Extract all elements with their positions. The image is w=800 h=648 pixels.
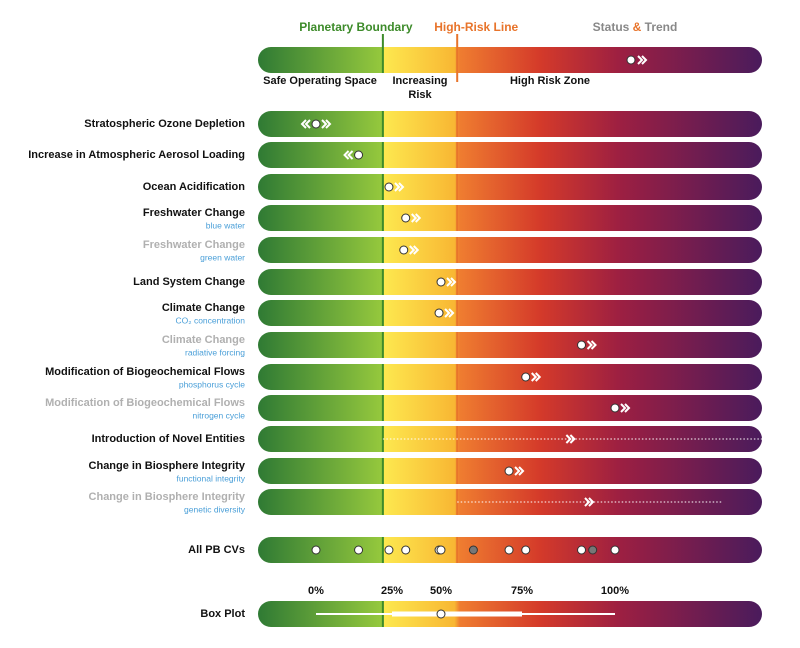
row-bar [258,205,762,231]
trend-arrow [586,340,597,350]
box-body [392,611,522,617]
trend-arrow [514,466,525,476]
row-bar [258,237,762,263]
summary-dot [436,545,446,555]
x-tick-label: 50% [430,585,452,597]
summary-dot [577,545,587,555]
row-sublabel: green water [200,252,245,262]
row-sublabel: phosphorus cycle [179,379,245,389]
row-label: Modification of Biogeochemical Flows [45,397,245,409]
row-bar [258,142,762,168]
status-trend-part: Trend [645,20,678,34]
trend-arrow [531,372,542,382]
row-bar [258,269,762,295]
row-label: Increase in Atmospheric Aerosol Loading [28,149,245,161]
row-sublabel: radiative forcing [185,347,245,357]
row-label: Climate Change [162,334,245,346]
summary-dot [468,545,478,555]
status-dot [384,182,394,192]
row-sublabel: genetic diversity [184,504,246,514]
row-label: Freshwater Change [143,207,245,219]
row-sublabel: blue water [206,220,245,230]
status-dot [504,466,514,476]
zone-label: Risk [408,89,432,101]
row-bar [258,364,762,390]
trend-arrow [321,119,332,129]
trend-arrow [620,403,631,413]
row-bar [258,300,762,326]
status-trend-part: Status [593,20,633,34]
status-dot [436,277,446,287]
row-label: Change in Biosphere Integrity [89,460,246,472]
summary-dot [588,545,598,555]
row-label: Ocean Acidification [143,181,246,193]
row-label: All PB CVs [188,544,245,556]
trend-arrow [300,119,311,129]
summary-dot [504,545,514,555]
summary-dot [610,545,620,555]
row-bar [258,395,762,421]
row-bar [258,174,762,200]
row-label: Box Plot [200,608,245,620]
zone-label: Increasing [392,75,447,87]
row-label: Land System Change [133,276,245,288]
row-sublabel: CO₂ concentration [176,315,246,325]
row-label: Modification of Biogeochemical Flows [45,366,245,378]
box-median [436,609,446,619]
zone-label: High Risk Zone [510,75,590,87]
zone-label: Safe Operating Space [263,75,377,87]
status-dot [401,213,411,223]
trend-arrow [584,497,595,507]
x-tick-label: 75% [511,585,533,597]
trend-arrow [409,245,420,255]
boundary-label: Planetary Boundary [299,20,413,34]
status-dot [399,245,409,255]
trend-arrow [565,434,576,444]
legend-bar [258,47,762,73]
trend-arrow [411,213,422,223]
row-bar [258,332,762,358]
high-risk-label: High-Risk Line [434,20,518,34]
summary-dot [384,545,394,555]
status-dot [354,150,364,160]
trend-arrow [343,150,354,160]
row-label: Freshwater Change [143,239,245,251]
row-label: Change in Biosphere Integrity [89,491,246,503]
summary-dot [401,545,411,555]
summary-dot [311,545,321,555]
row-label: Stratospheric Ozone Depletion [84,118,245,130]
trend-arrow [637,55,648,65]
trend-arrow [446,277,457,287]
x-tick-label: 100% [601,585,629,597]
summary-dot [521,545,531,555]
row-bar [258,111,762,137]
x-tick-label: 0% [308,585,324,597]
trend-arrow [444,308,455,318]
summary-dot [354,545,364,555]
x-tick-label: 25% [381,585,403,597]
status-dot [577,340,587,350]
row-sublabel: functional integrity [176,473,245,483]
status-trend-part: & [633,20,645,34]
status-trend-label: Status & Trend [593,20,678,34]
status-dot [610,403,620,413]
status-dot [521,372,531,382]
row-label: Climate Change [162,302,245,314]
status-dot [311,119,321,129]
status-dot [434,308,444,318]
row-sublabel: nitrogen cycle [193,410,246,420]
trend-arrow [394,182,405,192]
legend-dot [626,55,636,65]
row-label: Introduction of Novel Entities [92,433,245,445]
